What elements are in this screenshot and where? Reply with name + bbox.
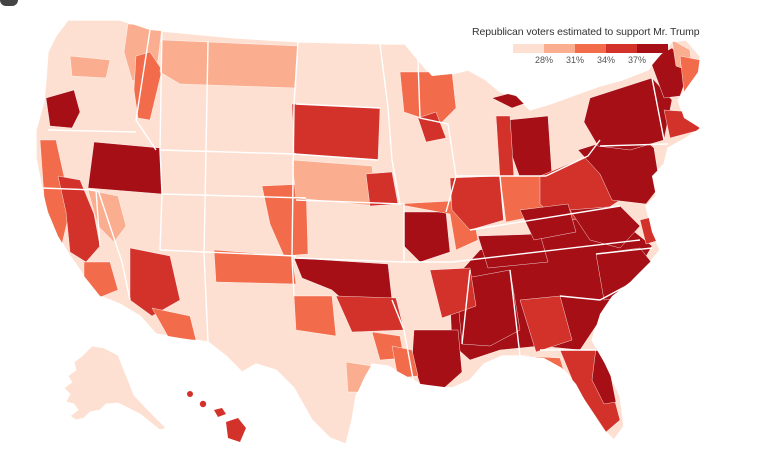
district-region — [57, 175, 101, 263]
state-border-line — [545, 139, 601, 177]
state-border-line — [379, 43, 401, 205]
state-border-line — [293, 153, 379, 161]
district-region — [45, 89, 81, 129]
district-region — [129, 247, 181, 317]
district-region — [159, 39, 299, 89]
legend-swatch-2 — [544, 44, 575, 53]
state-border-line — [161, 193, 307, 199]
state-border-line — [203, 41, 209, 343]
district-region — [291, 159, 377, 207]
state-border-line — [47, 129, 137, 133]
hawaii-island-oahu — [199, 400, 207, 408]
hawaii — [187, 391, 246, 442]
map-legend: Republican voters estimated to support M… — [472, 26, 712, 67]
state-border-line — [135, 29, 157, 151]
state-border-line — [391, 299, 415, 385]
state-border-line — [293, 257, 405, 263]
legend-title: Republican voters estimated to support M… — [472, 26, 700, 38]
state-border-line — [559, 283, 631, 301]
legend-color-scale — [513, 44, 712, 53]
district-region — [151, 307, 197, 341]
legend-tick-2: 31% — [565, 55, 585, 65]
mainland-states — [35, 19, 702, 445]
state-border-line — [295, 103, 381, 109]
state-border-line — [595, 247, 653, 255]
state-border-line — [499, 175, 505, 221]
district-region — [477, 233, 549, 269]
alaska-shape — [63, 345, 167, 431]
district-region — [291, 103, 381, 161]
state-border-line — [159, 149, 297, 155]
district-region — [87, 141, 163, 195]
state-border-line — [295, 199, 405, 262]
legend-tick-3: 34% — [596, 55, 616, 65]
corner-badge — [0, 0, 18, 6]
state-border-line — [97, 189, 131, 301]
hawaii-island-maui — [214, 408, 226, 417]
state-border-line — [291, 41, 299, 297]
hawaii-island-big — [226, 418, 246, 442]
state-border-line — [159, 25, 163, 251]
state-borders — [41, 25, 669, 385]
legend-tick-4: 37% — [627, 55, 647, 65]
legend-tick-labels: 28% 31% 34% 37% — [472, 55, 712, 67]
state-border-line — [451, 239, 641, 263]
legend-swatch-4 — [606, 44, 637, 53]
district-region — [345, 361, 373, 393]
legend-swatch-5 — [637, 44, 668, 53]
alaska — [63, 345, 167, 431]
state-border-line — [509, 269, 521, 357]
state-border-line — [159, 249, 297, 257]
district-region — [69, 55, 111, 79]
district-region — [133, 51, 163, 121]
legend-tick-1: 28% — [534, 55, 554, 65]
state-border-line — [599, 143, 669, 147]
district-region — [293, 295, 337, 337]
hawaii-island-kauai — [187, 391, 193, 397]
state-border-line — [469, 205, 621, 231]
state-border-line — [461, 269, 471, 345]
district-region — [429, 267, 477, 319]
district-region — [519, 203, 577, 241]
state-border-line — [651, 77, 665, 141]
legend-swatch-3 — [575, 44, 606, 53]
state-border-line — [41, 187, 101, 247]
district-region — [519, 295, 573, 353]
legend-swatch-1 — [513, 44, 544, 53]
state-border-line — [417, 59, 457, 213]
